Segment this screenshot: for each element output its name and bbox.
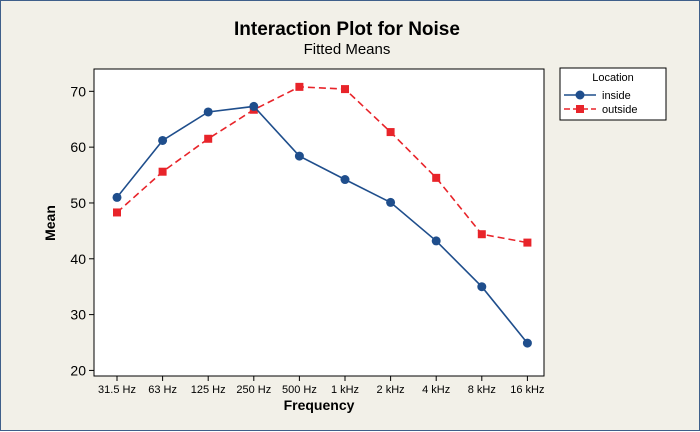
data-point-inside xyxy=(477,282,487,292)
x-tick-label: 31.5 Hz xyxy=(98,384,136,396)
data-point-outside xyxy=(523,238,532,247)
legend-entry-inside: inside xyxy=(564,90,631,102)
series-line-outside xyxy=(116,86,528,244)
y-axis: 20 30 40 50 60 70 xyxy=(70,83,94,378)
legend-marker xyxy=(575,90,585,100)
y-tick-label: 40 xyxy=(70,251,86,267)
data-point-outside xyxy=(204,134,213,143)
x-tick-label: 8 kHz xyxy=(468,384,496,396)
series-layer xyxy=(112,82,532,348)
legend: Location inside outside xyxy=(559,67,667,121)
y-tick-label: 60 xyxy=(70,139,86,155)
x-tick-label: 500 Hz xyxy=(282,384,317,396)
data-point-outside xyxy=(341,85,349,94)
data-point-inside xyxy=(294,151,304,161)
data-point-outside xyxy=(113,208,121,217)
data-point-inside xyxy=(112,192,122,202)
y-tick-label: 30 xyxy=(70,307,86,323)
data-point-inside xyxy=(203,107,213,117)
data-point-inside xyxy=(522,338,532,348)
data-point-inside xyxy=(158,135,168,145)
chart-subtitle: Fitted Means xyxy=(304,41,391,58)
x-tick-label: 125 Hz xyxy=(191,384,226,396)
plot-area xyxy=(93,68,545,377)
y-tick-label: 70 xyxy=(70,83,86,99)
series-line-inside xyxy=(116,105,529,344)
x-tick-label: 1 kHz xyxy=(331,384,359,396)
x-tick-label: 4 kHz xyxy=(422,384,450,396)
data-point-inside xyxy=(386,197,396,207)
data-point-inside xyxy=(431,236,441,246)
y-tick-label: 20 xyxy=(70,362,86,378)
data-point-outside xyxy=(386,128,395,137)
legend-marker xyxy=(576,105,584,113)
y-axis-label: Mean xyxy=(42,205,58,241)
data-point-outside xyxy=(432,173,441,182)
x-tick-label: 250 Hz xyxy=(236,384,271,396)
legend-entries: inside outside xyxy=(564,90,637,116)
legend-entry-outside: outside xyxy=(564,104,637,116)
legend-label: outside xyxy=(602,104,637,116)
x-tick-label: 16 kHz xyxy=(510,384,544,396)
data-point-outside xyxy=(158,167,167,176)
x-tick-label: 2 kHz xyxy=(377,384,405,396)
data-point-inside xyxy=(340,175,350,185)
x-axis: 31.5 Hz 63 Hz 125 Hz 250 Hz 500 Hz 1 kHz 2 kHz… xyxy=(98,376,545,396)
series-inside xyxy=(112,101,532,348)
data-point-outside xyxy=(295,82,304,91)
legend-label: inside xyxy=(602,90,631,102)
chart-title: Interaction Plot for Noise xyxy=(234,19,460,40)
data-point-outside xyxy=(477,230,486,239)
data-point-inside xyxy=(249,101,259,111)
x-axis-label: Frequency xyxy=(284,397,355,413)
x-tick-label: 63 Hz xyxy=(148,384,177,396)
y-tick-label: 50 xyxy=(70,195,86,211)
legend-title: Location xyxy=(592,72,634,84)
